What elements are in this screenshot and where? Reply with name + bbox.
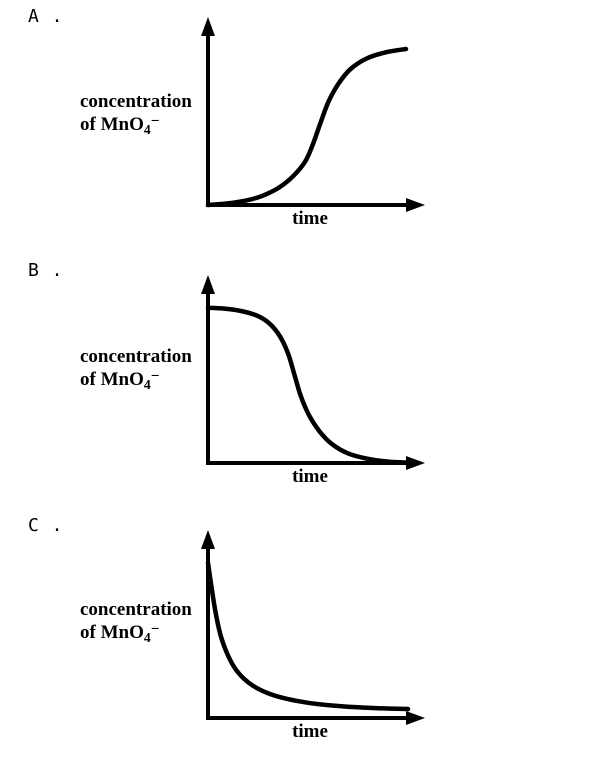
y-axis-label-line2: of MnO4− xyxy=(80,367,160,392)
y-axis-label-line2: of MnO4− xyxy=(80,620,160,645)
plot-a xyxy=(201,17,425,212)
subscript-4: 4 xyxy=(143,376,151,392)
y-axis-arrowhead-icon xyxy=(201,275,215,294)
x-axis-arrowhead-icon xyxy=(406,198,425,212)
superscript-minus: − xyxy=(150,367,160,385)
curve-a-sigmoid-increase xyxy=(205,46,409,208)
y-axis-arrowhead-icon xyxy=(201,530,215,549)
curve-b-sigmoid-decrease xyxy=(205,305,417,465)
plot-c xyxy=(201,530,425,725)
y-axis-label-line1: concentration xyxy=(80,346,192,367)
y-axis-label-line1: concentration xyxy=(80,91,192,112)
y-axis-label-b: concentration of MnO4− xyxy=(80,345,208,391)
x-axis-label-a: time xyxy=(292,208,328,229)
curve-c-exponential-decay xyxy=(205,560,411,712)
plot-b xyxy=(201,275,425,470)
superscript-minus: − xyxy=(150,620,160,638)
subscript-4: 4 xyxy=(143,629,151,645)
y-axis-label-line2: of MnO4− xyxy=(80,112,160,137)
option-label-a: A . xyxy=(28,6,64,27)
option-label-b: B . xyxy=(28,260,64,281)
x-axis-arrowhead-icon xyxy=(406,711,425,725)
y-axis-arrowhead-icon xyxy=(201,17,215,36)
y-axis-label-c: concentration of MnO4− xyxy=(80,598,208,644)
y-axis-label-a: concentration of MnO4− xyxy=(80,90,208,136)
y-axis-label-line1: concentration xyxy=(80,599,192,620)
subscript-4: 4 xyxy=(143,121,151,137)
x-axis-label-c: time xyxy=(292,721,328,742)
superscript-minus: − xyxy=(150,112,160,130)
x-axis-label-b: time xyxy=(292,466,328,487)
option-label-c: C . xyxy=(28,515,64,536)
